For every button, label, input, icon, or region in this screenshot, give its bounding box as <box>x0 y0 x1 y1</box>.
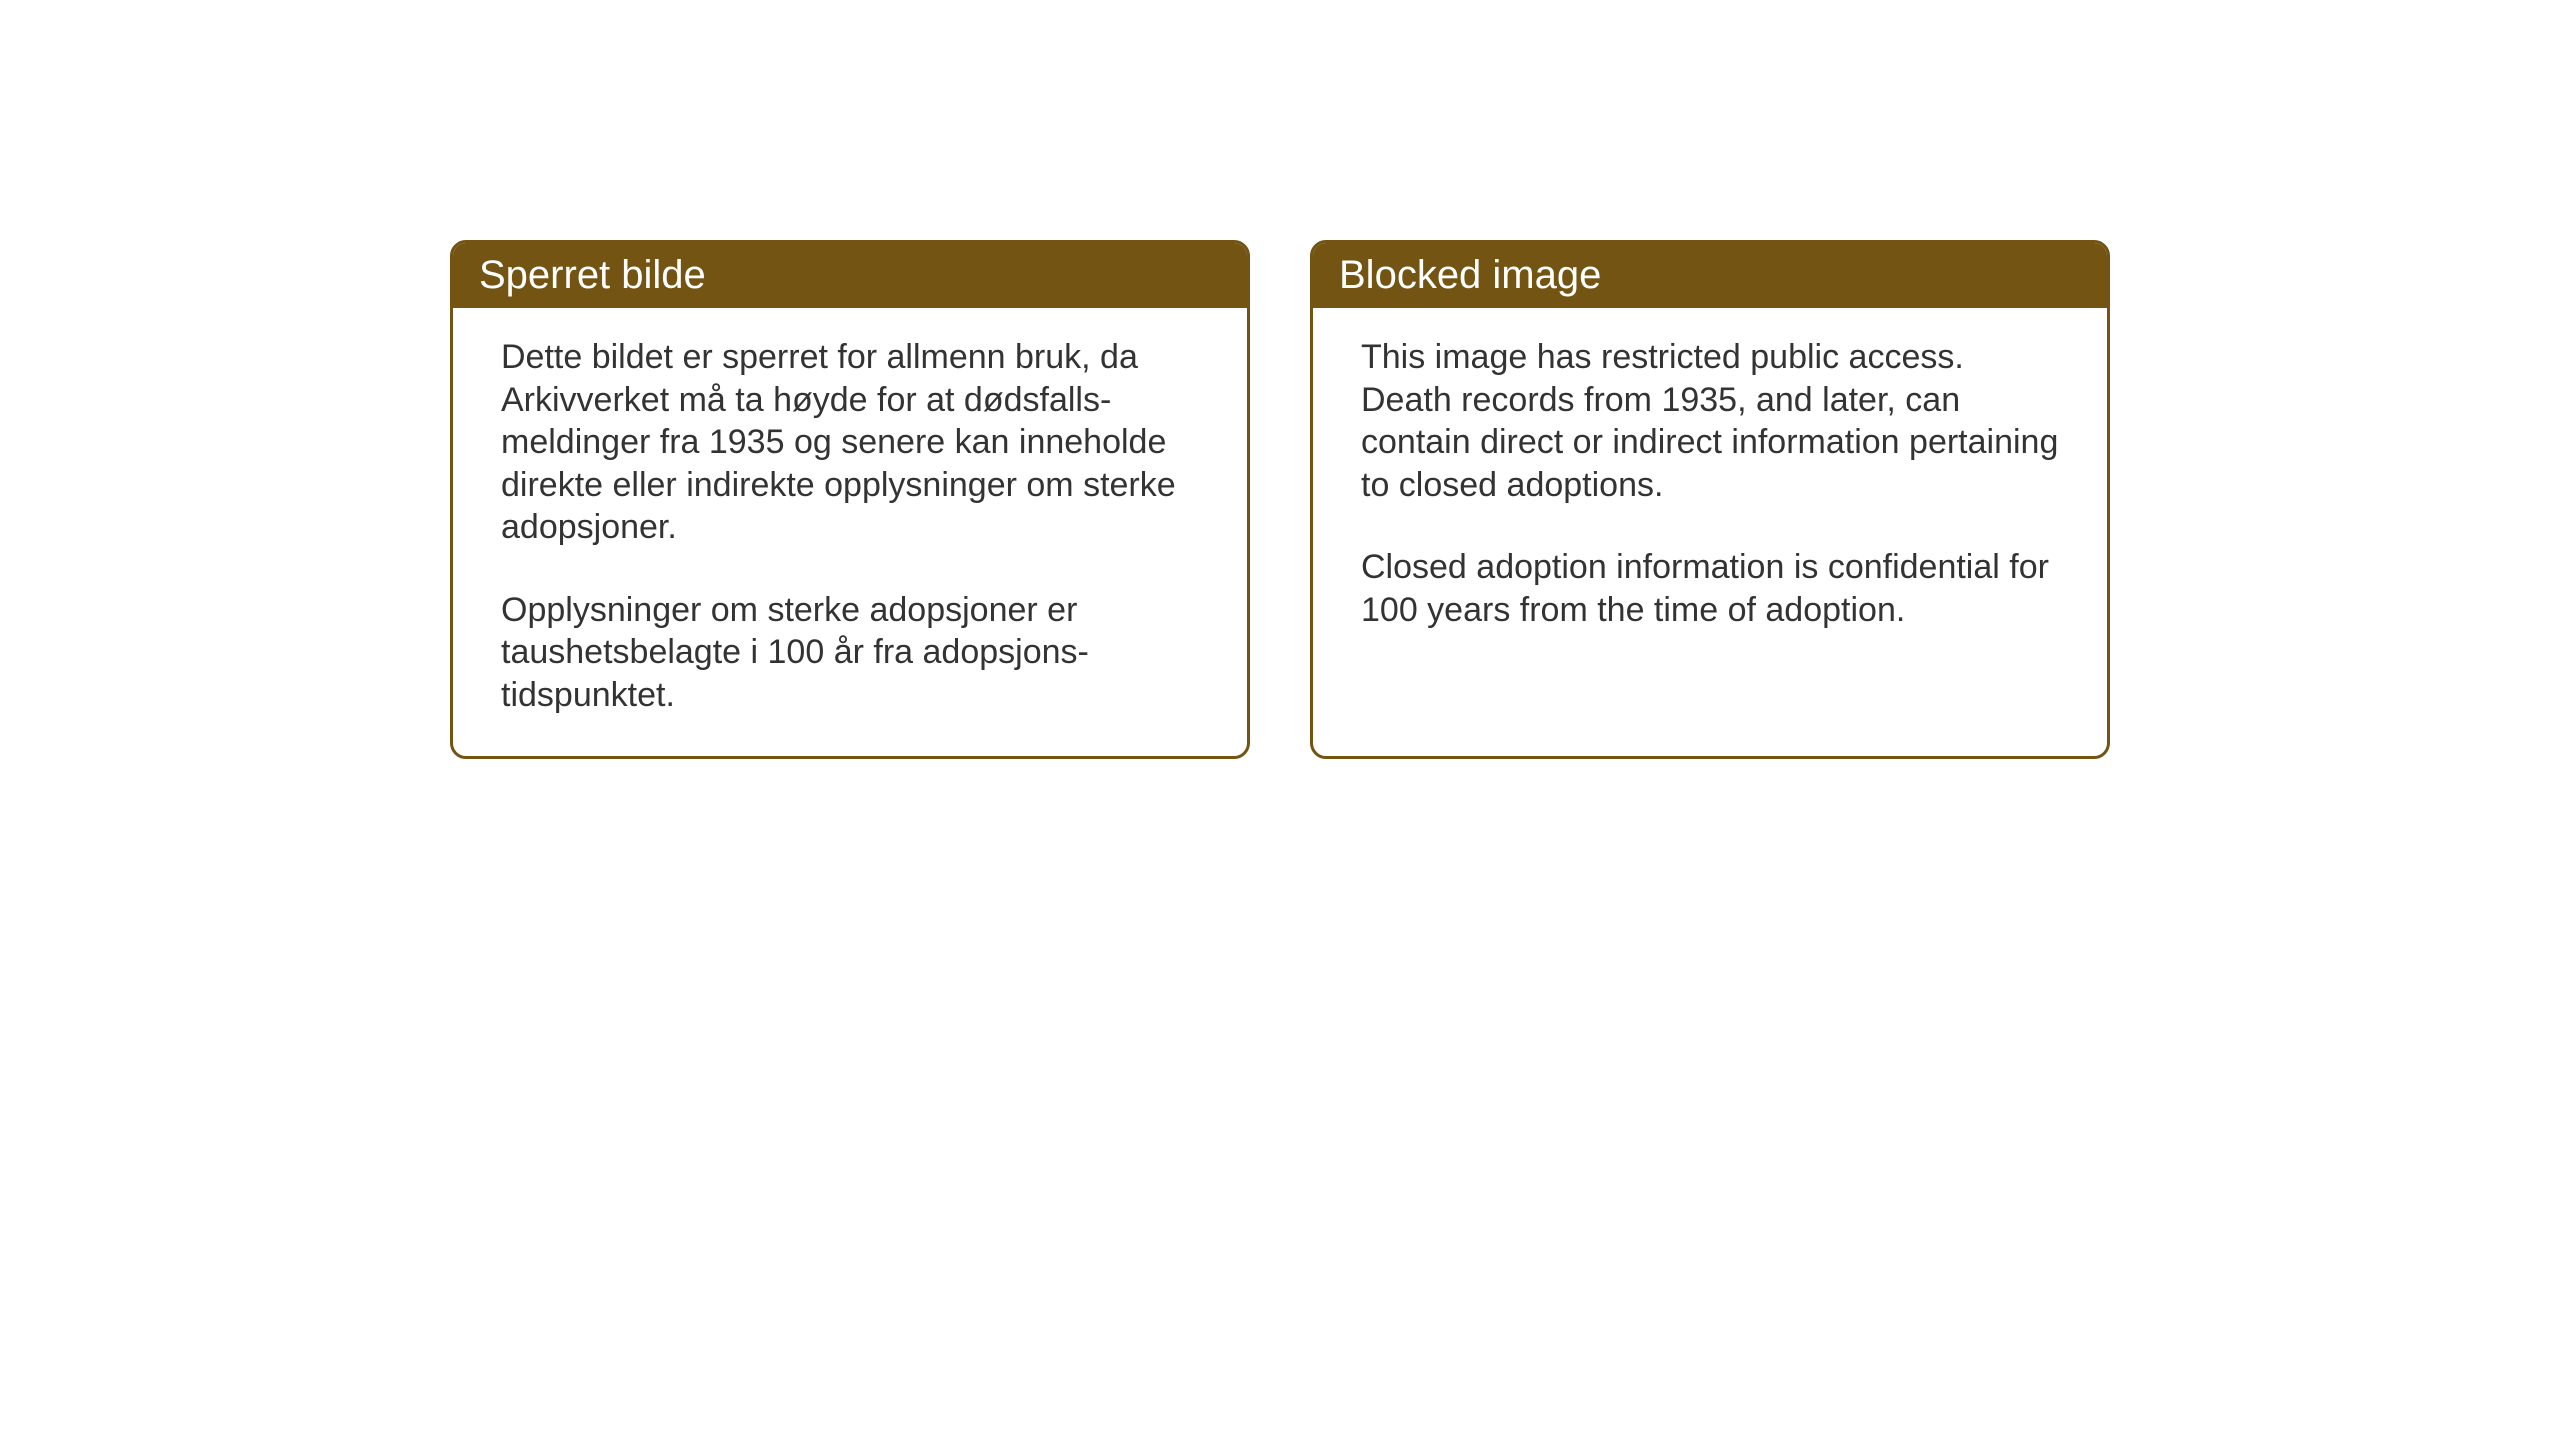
card-header-norwegian: Sperret bilde <box>453 243 1247 308</box>
card-paragraph1-english: This image has restricted public access.… <box>1361 336 2059 506</box>
card-norwegian: Sperret bilde Dette bildet er sperret fo… <box>450 240 1250 759</box>
card-paragraph1-norwegian: Dette bildet er sperret for allmenn bruk… <box>501 336 1199 549</box>
cards-container: Sperret bilde Dette bildet er sperret fo… <box>450 240 2110 759</box>
card-title-norwegian: Sperret bilde <box>479 253 706 297</box>
card-title-english: Blocked image <box>1339 253 1601 297</box>
card-paragraph2-norwegian: Opplysninger om sterke adopsjoner er tau… <box>501 589 1199 717</box>
card-paragraph2-english: Closed adoption information is confident… <box>1361 546 2059 631</box>
card-body-english: This image has restricted public access.… <box>1313 308 2107 748</box>
card-header-english: Blocked image <box>1313 243 2107 308</box>
card-body-norwegian: Dette bildet er sperret for allmenn bruk… <box>453 308 1247 756</box>
card-english: Blocked image This image has restricted … <box>1310 240 2110 759</box>
